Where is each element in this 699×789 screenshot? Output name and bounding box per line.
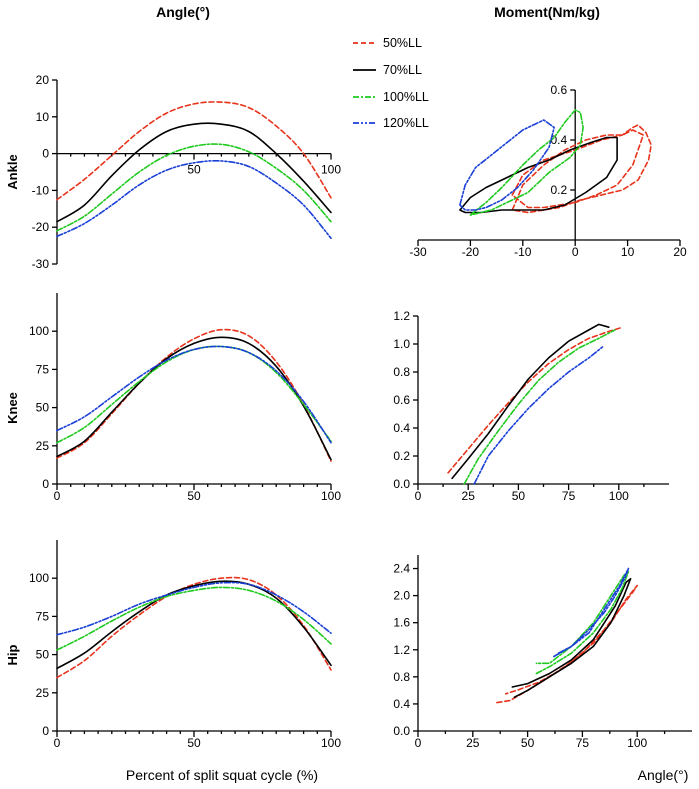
knee-moment-y-tick-label: 0.4 xyxy=(393,421,410,435)
legend-label-70LL: 70%LL xyxy=(383,63,422,77)
col-title-angle: Angle(°) xyxy=(156,4,210,20)
hip-moment-chart: 0.0 0.4 0.8 1.2 1.6 2.0 2.4 0 25 50 75 100 xyxy=(393,555,692,750)
hip-moment-y-tick-label: 1.2 xyxy=(393,643,410,657)
knee-moment-y-tick-label: 0.0 xyxy=(393,477,410,491)
ankle-angle-y-tick-label: -20 xyxy=(32,220,50,234)
row-label-hip: Hip xyxy=(5,644,20,665)
hip-moment-y-tick-label: 0.8 xyxy=(393,670,410,684)
hip-angle-series-50LL xyxy=(56,576,332,679)
hip-moment-x-tick-label: 100 xyxy=(627,736,647,750)
hip-angle-x-tick-label: 50 xyxy=(187,736,201,750)
knee-moment-x-tick-label: 100 xyxy=(609,489,629,503)
hip-angle-y-tick-label: 100 xyxy=(29,571,49,585)
hip-moment-y-tick-label: 1.6 xyxy=(393,616,410,630)
knee-moment-x-tick-label: 50 xyxy=(512,489,526,503)
ankle-angle-series-100LL xyxy=(56,143,332,232)
knee-angle-y-tick-label: 75 xyxy=(36,362,50,376)
ankle-angle-series-70LL xyxy=(56,122,332,223)
ankle-angle-y-tick-label: -10 xyxy=(32,183,50,197)
knee-moment-y-tick-label: 1.0 xyxy=(393,337,410,351)
hip-angle-y-tick-label: 75 xyxy=(36,609,50,623)
ankle-moment-x-tick-label: 0 xyxy=(572,245,579,259)
col-title-moment: Moment(Nm/kg) xyxy=(494,4,600,20)
ankle-moment-x-tick-label: -30 xyxy=(409,245,427,259)
hip-angle-y-tick-label: 50 xyxy=(36,648,50,662)
knee-angle-y-tick-label: 50 xyxy=(36,401,50,415)
legend-label-50LL: 50%LL xyxy=(383,36,422,50)
x-axis-label-angle: Angle(°) xyxy=(638,767,689,783)
knee-moment-chart: 0.0 0.2 0.4 0.6 0.8 1.0 1.2 0 25 50 75 100 xyxy=(393,309,669,503)
ankle-angle-y-tick-label: 20 xyxy=(36,73,50,87)
knee-angle-x-tick-label: 100 xyxy=(321,489,341,503)
ankle-angle-series-50LL xyxy=(56,101,332,201)
ankle-moment-x-tick-label: 20 xyxy=(673,245,687,259)
legend: 50%LL 70%LL 100%LL 120%LL xyxy=(353,36,429,130)
knee-moment-series-70LL xyxy=(451,323,610,480)
ankle-angle-x-tick-label: 50 xyxy=(187,163,201,177)
knee-moment-x-tick-label: 0 xyxy=(415,489,422,503)
ankle-moment-series-100LL xyxy=(469,109,584,216)
ankle-moment-x-tick-label: 10 xyxy=(621,245,635,259)
hip-moment-x-tick-label: 50 xyxy=(521,736,535,750)
knee-angle-y-tick-label: 25 xyxy=(36,439,50,453)
ankle-moment-y-tick-label: 0.6 xyxy=(551,83,568,97)
ankle-angle-x-tick-label: 100 xyxy=(321,163,341,177)
legend-label-100LL: 100%LL xyxy=(383,90,429,104)
knee-moment-x-tick-label: 75 xyxy=(562,489,576,503)
knee-angle-x-tick-label: 0 xyxy=(54,489,61,503)
knee-moment-x-tick-label: 25 xyxy=(462,489,476,503)
ankle-moment-series-120LL xyxy=(459,119,555,211)
hip-angle-series-70LL xyxy=(56,580,332,670)
ankle-angle-y-tick-label: -30 xyxy=(32,257,50,271)
knee-angle-series-120LL xyxy=(56,345,332,444)
knee-angle-y-tick-label: 0 xyxy=(42,477,49,491)
hip-angle-x-tick-label: 0 xyxy=(54,736,61,750)
x-axis-label-percent: Percent of split squat cycle (%) xyxy=(126,767,318,783)
knee-moment-y-tick-label: 1.2 xyxy=(393,309,410,323)
hip-moment-x-tick-label: 75 xyxy=(576,736,590,750)
knee-angle-y-tick-label: 100 xyxy=(29,324,49,338)
knee-angle-x-tick-label: 50 xyxy=(187,489,201,503)
ankle-moment-series-50LL xyxy=(511,124,652,214)
hip-angle-y-tick-label: 25 xyxy=(36,686,50,700)
knee-moment-y-tick-label: 0.8 xyxy=(393,365,410,379)
hip-moment-series-70LL xyxy=(511,577,632,698)
hip-moment-y-tick-label: 0.4 xyxy=(393,697,410,711)
hip-angle-series-100LL xyxy=(56,586,332,651)
legend-label-120LL: 120%LL xyxy=(383,116,429,130)
ankle-moment-y-tick-label: 0.2 xyxy=(551,183,568,197)
hip-moment-series-120LL xyxy=(553,567,630,658)
ankle-angle-chart: -30 -20 -10 0 10 20 50 100 xyxy=(32,73,342,271)
hip-moment-y-tick-label: 2.4 xyxy=(393,562,410,576)
hip-moment-x-tick-label: 0 xyxy=(415,736,422,750)
knee-angle-series-70LL xyxy=(56,336,332,461)
ankle-moment-x-tick-label: -20 xyxy=(462,245,480,259)
knee-moment-y-tick-label: 0.2 xyxy=(393,449,410,463)
hip-moment-series-100LL xyxy=(535,571,630,675)
knee-moment-series-100LL xyxy=(463,329,616,485)
ankle-moment-x-tick-label: -10 xyxy=(514,245,532,259)
knee-angle-chart: 0 25 50 75 100 0 50 100 xyxy=(29,293,341,503)
ankle-angle-series-120LL xyxy=(56,159,332,239)
hip-angle-y-tick-label: 0 xyxy=(42,724,49,738)
hip-moment-y-tick-label: 2.0 xyxy=(393,589,410,603)
row-label-ankle: Ankle xyxy=(5,154,20,189)
ankle-moment-series-70LL xyxy=(459,136,618,214)
hip-moment-x-tick-label: 25 xyxy=(466,736,480,750)
ankle-angle-y-tick-label: 0 xyxy=(42,147,49,161)
knee-angle-series-50LL xyxy=(56,328,332,462)
ankle-moment-chart: 0.2 0.4 0.6 -30 -20 -10 0 10 20 xyxy=(409,83,687,259)
ankle-angle-y-tick-label: 10 xyxy=(36,110,50,124)
ankle-moment-y-tick-label: 0.4 xyxy=(551,133,568,147)
hip-angle-x-tick-label: 100 xyxy=(321,736,341,750)
hip-angle-series-120LL xyxy=(56,581,332,636)
knee-moment-series-120LL xyxy=(473,346,604,485)
row-label-knee: Knee xyxy=(5,392,20,424)
hip-moment-y-tick-label: 0.0 xyxy=(393,724,410,738)
hip-angle-chart: 0 25 50 75 100 0 50 100 xyxy=(29,540,341,750)
knee-moment-y-tick-label: 0.6 xyxy=(393,393,410,407)
